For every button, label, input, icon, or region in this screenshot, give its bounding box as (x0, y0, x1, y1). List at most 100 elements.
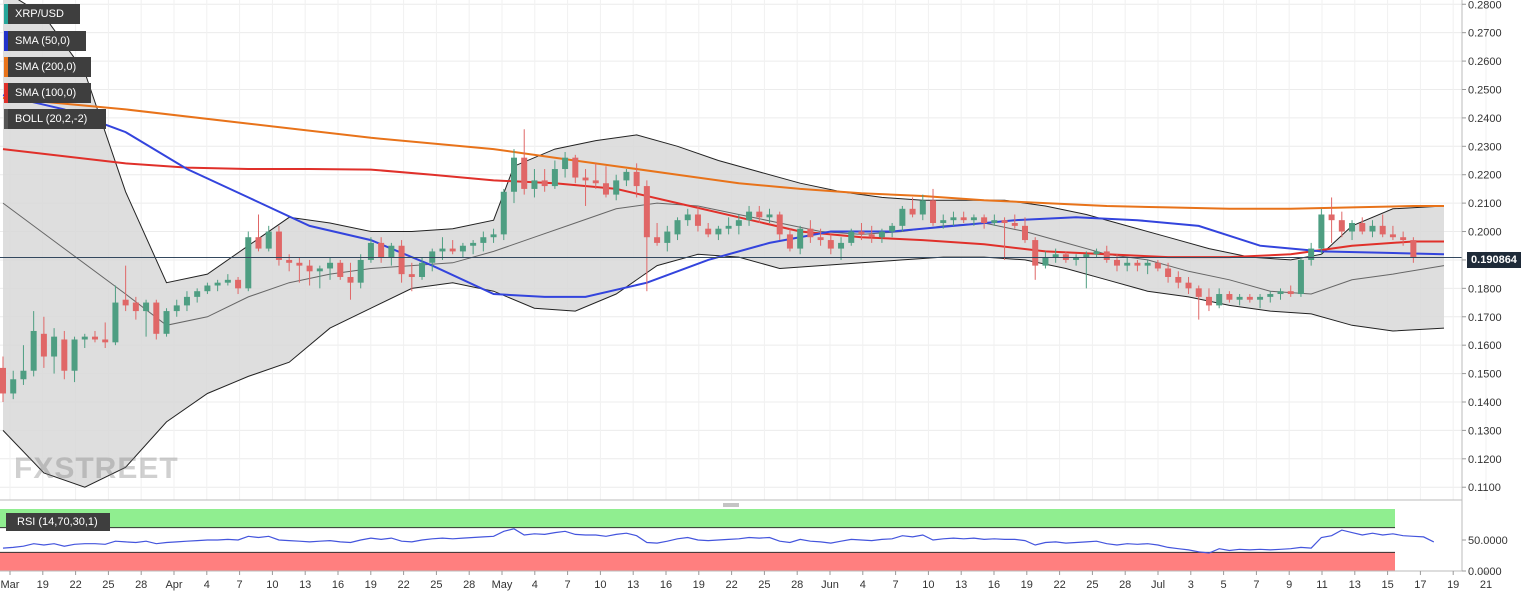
candle-body (255, 237, 262, 249)
y-tick-label: 0.2200 (1468, 170, 1502, 182)
candle-body (316, 268, 323, 272)
candle-body (470, 242, 477, 246)
candle (572, 154, 579, 184)
x-tick-label: 13 (627, 579, 639, 591)
x-tick-label: 7 (565, 579, 571, 591)
candle-body (684, 214, 691, 221)
candle (122, 265, 129, 312)
candle-body (1410, 240, 1417, 258)
candle (224, 274, 231, 286)
candle-body (1267, 294, 1274, 297)
candle-body (551, 169, 558, 187)
x-tick-label: 28 (135, 579, 147, 591)
candle-body (1359, 223, 1366, 232)
legend-item-bollinger[interactable]: BOLL (20,2,-2) (4, 109, 106, 129)
candle (1195, 285, 1202, 320)
candle (1073, 254, 1080, 266)
y-tick-label: 0.1200 (1468, 454, 1502, 466)
x-axis: Mar 19 22 25 28 Apr 4 7 10 13 16 19 22 25 28 May 4 7 10 13 1… (1, 571, 1492, 591)
candle-body (746, 211, 753, 221)
candle (1185, 276, 1192, 295)
x-tick-label: 22 (725, 579, 737, 591)
candle-body (1103, 251, 1110, 260)
candle (1400, 231, 1407, 246)
candle (643, 180, 650, 292)
legend-swatch (4, 31, 8, 51)
x-tick-label: 16 (332, 579, 344, 591)
candle-body (991, 220, 998, 224)
candle-body (61, 339, 68, 371)
x-tick-label: Jul (1151, 579, 1165, 591)
candle-body (1338, 220, 1345, 232)
candle (838, 237, 845, 260)
candle-body (919, 200, 926, 215)
x-tick-label: 9 (1286, 579, 1292, 591)
x-tick-label: 21 (1480, 579, 1492, 591)
candle-body (1001, 220, 1008, 224)
candle-body (582, 177, 589, 181)
watermark-logo: FXSTREET (14, 452, 179, 485)
candle (1144, 259, 1151, 275)
candle-body (1216, 294, 1223, 306)
candle-body (1073, 257, 1080, 260)
candle (786, 228, 793, 252)
candle (1246, 294, 1253, 303)
candle (163, 308, 170, 337)
candle (235, 276, 242, 295)
candle-body (388, 245, 395, 258)
candle-body (183, 296, 190, 306)
candle-body (286, 259, 293, 263)
x-tick-label: 16 (988, 579, 1000, 591)
candle-body (633, 171, 640, 187)
rsi-line (2, 528, 1435, 554)
candle (1277, 288, 1284, 300)
candle (408, 262, 415, 292)
y-tick-label: 0.2400 (1468, 113, 1502, 125)
candle-body (245, 237, 252, 289)
y-tick-label: 0.1100 (1468, 482, 1501, 494)
candle (582, 169, 589, 206)
rsi-legend-label[interactable]: RSI (14,70,30,1) (6, 513, 110, 531)
candle-body (398, 245, 405, 275)
legend-label: BOLL (20,2,-2) (15, 113, 88, 125)
rsi-panel: 50.0000 0.0000 (0, 509, 1508, 578)
legend-swatch (4, 57, 8, 77)
candle (909, 197, 916, 218)
candle-body (878, 231, 885, 238)
candle (756, 205, 763, 224)
x-tick-label: 25 (758, 579, 770, 591)
legend-swatch (4, 4, 8, 24)
candle (1175, 271, 1182, 289)
x-tick-label: 11 (1316, 579, 1327, 591)
candle-body (694, 214, 701, 226)
legend-item-xrp-usd[interactable]: XRP/USD (4, 4, 80, 24)
legend-item-sma-200[interactable]: SMA (200,0) (4, 57, 91, 77)
candle (746, 205, 753, 226)
candle (1236, 294, 1243, 306)
candle-body (1083, 254, 1090, 258)
candle (194, 288, 201, 303)
candle-body (275, 231, 282, 260)
legend-item-sma-50[interactable]: SMA (50,0) (4, 31, 86, 51)
y-tick-label: 0.1800 (1468, 283, 1502, 295)
sma-50-line (2, 94, 1445, 298)
candle (143, 299, 150, 337)
candle (265, 225, 272, 252)
candle (337, 259, 344, 280)
candle-body (1246, 296, 1253, 300)
legend-item-sma-100[interactable]: SMA (100,0) (4, 83, 91, 103)
candle-body (71, 339, 78, 371)
legend-label: SMA (100,0) (15, 87, 77, 99)
candle-body (10, 379, 17, 394)
candle (20, 345, 27, 385)
x-tick-label: 28 (463, 579, 475, 591)
candle (0, 356, 6, 402)
candle-body (235, 279, 242, 289)
candle-body (306, 265, 313, 272)
candle (480, 231, 487, 252)
candle-body (1042, 257, 1049, 266)
candle-body (1400, 237, 1407, 241)
candle (848, 228, 855, 246)
candle (132, 296, 139, 320)
candle-body (265, 231, 272, 249)
